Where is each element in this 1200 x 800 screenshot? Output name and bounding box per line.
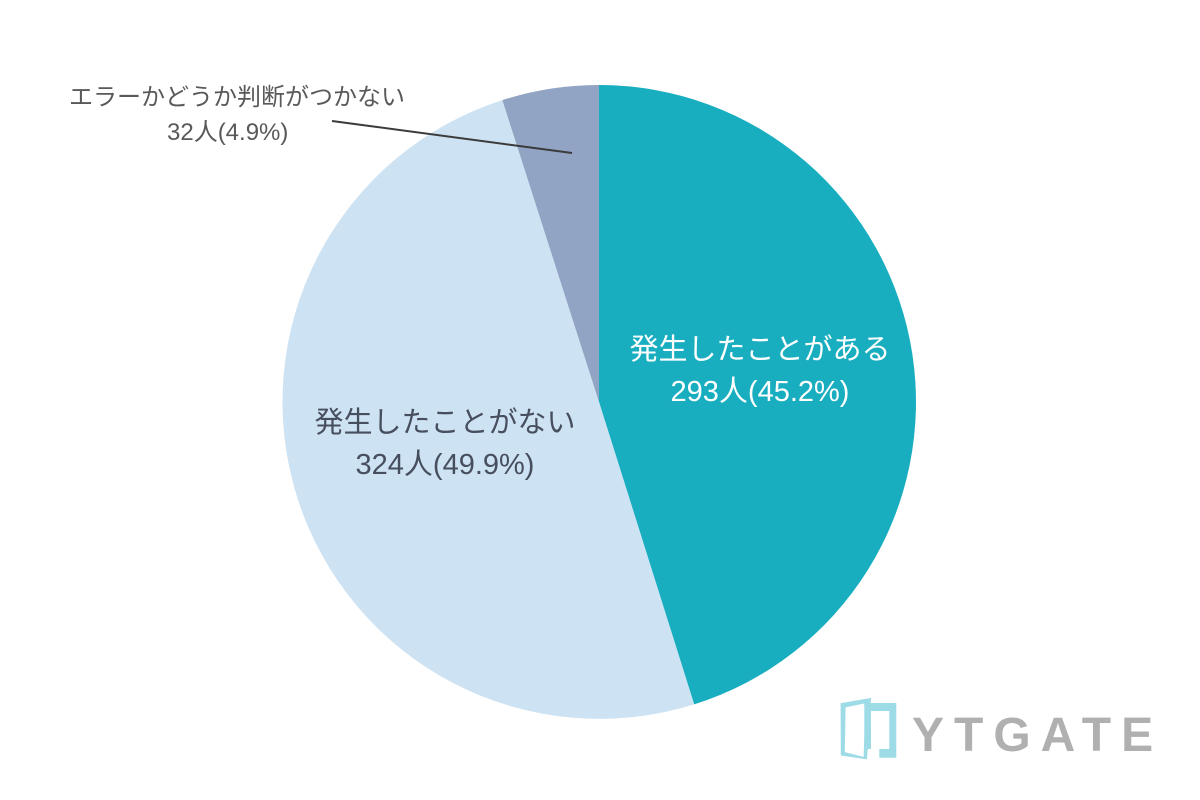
- svg-text:YTGATE: YTGATE: [912, 709, 1163, 762]
